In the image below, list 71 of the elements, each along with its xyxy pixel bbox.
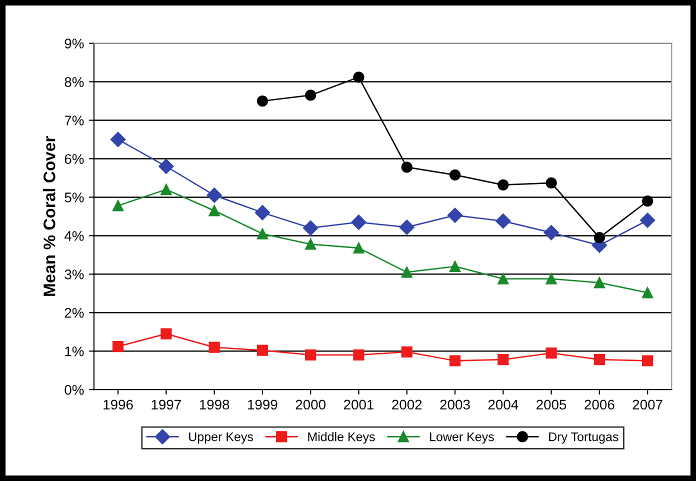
y-tick-label: 0% <box>64 384 84 395</box>
x-tick-label: 2005 <box>536 400 566 410</box>
x-tick-label: 1996 <box>104 400 133 410</box>
point <box>206 188 222 203</box>
point <box>498 354 509 366</box>
point <box>351 214 366 230</box>
point <box>496 214 511 229</box>
point <box>399 220 414 235</box>
x-tick-label: 1999 <box>248 400 278 410</box>
y-tick-label: 4% <box>64 231 84 241</box>
point <box>498 179 509 190</box>
point <box>158 158 174 174</box>
point <box>353 242 364 254</box>
point <box>401 162 412 173</box>
point <box>305 349 316 361</box>
y-tick-label: 1% <box>65 346 84 356</box>
point <box>640 212 656 228</box>
point <box>642 287 654 298</box>
x-tick-label: 2001 <box>344 400 374 410</box>
point <box>447 208 463 223</box>
point <box>160 328 172 340</box>
point <box>546 177 557 189</box>
point <box>208 205 220 216</box>
y-axis-title: Mean % Coral Cover <box>43 136 56 296</box>
y-tick-label: 3% <box>64 270 84 280</box>
legend-label: Upper Keys <box>189 432 253 444</box>
y-tick-label: 8% <box>64 77 84 87</box>
point <box>594 277 605 288</box>
point <box>256 95 268 107</box>
point <box>449 169 461 180</box>
y-tick-label: 2% <box>64 308 84 318</box>
x-tick-label: 2006 <box>584 400 614 410</box>
point <box>208 342 220 353</box>
y-tick-label: 5% <box>64 192 84 202</box>
legend-label: Middle Keys <box>308 432 375 444</box>
x-tick-label: 2003 <box>440 400 470 410</box>
point <box>112 200 124 212</box>
point <box>254 205 270 220</box>
point <box>110 132 126 148</box>
point <box>642 355 654 366</box>
point <box>594 232 605 244</box>
point <box>546 348 557 359</box>
legend-label: Dry Tortugas <box>549 432 618 444</box>
point <box>256 344 268 356</box>
legend-label: Lower Keys <box>430 432 494 444</box>
point <box>112 340 124 352</box>
x-tick-label: 2000 <box>296 400 326 410</box>
point <box>353 349 364 361</box>
point <box>594 354 605 366</box>
point <box>353 72 364 83</box>
y-tick-label: 7% <box>64 116 84 126</box>
point <box>160 184 172 196</box>
y-tick-label: 9% <box>64 38 84 48</box>
point <box>449 260 461 272</box>
point <box>546 273 557 284</box>
point <box>544 225 559 240</box>
point <box>305 90 316 101</box>
point <box>498 273 509 284</box>
point <box>642 196 654 207</box>
x-tick-label: 2004 <box>488 400 518 410</box>
x-tick-label: 2007 <box>632 400 662 410</box>
point <box>401 266 412 278</box>
y-tick-label: 6% <box>64 154 84 164</box>
point <box>449 355 461 366</box>
point <box>303 220 318 236</box>
point <box>401 346 412 358</box>
point <box>305 238 316 250</box>
point <box>256 228 268 240</box>
x-tick-label: 1997 <box>152 400 181 410</box>
x-tick-label: 1998 <box>200 400 230 410</box>
x-tick-label: 2002 <box>392 400 422 410</box>
